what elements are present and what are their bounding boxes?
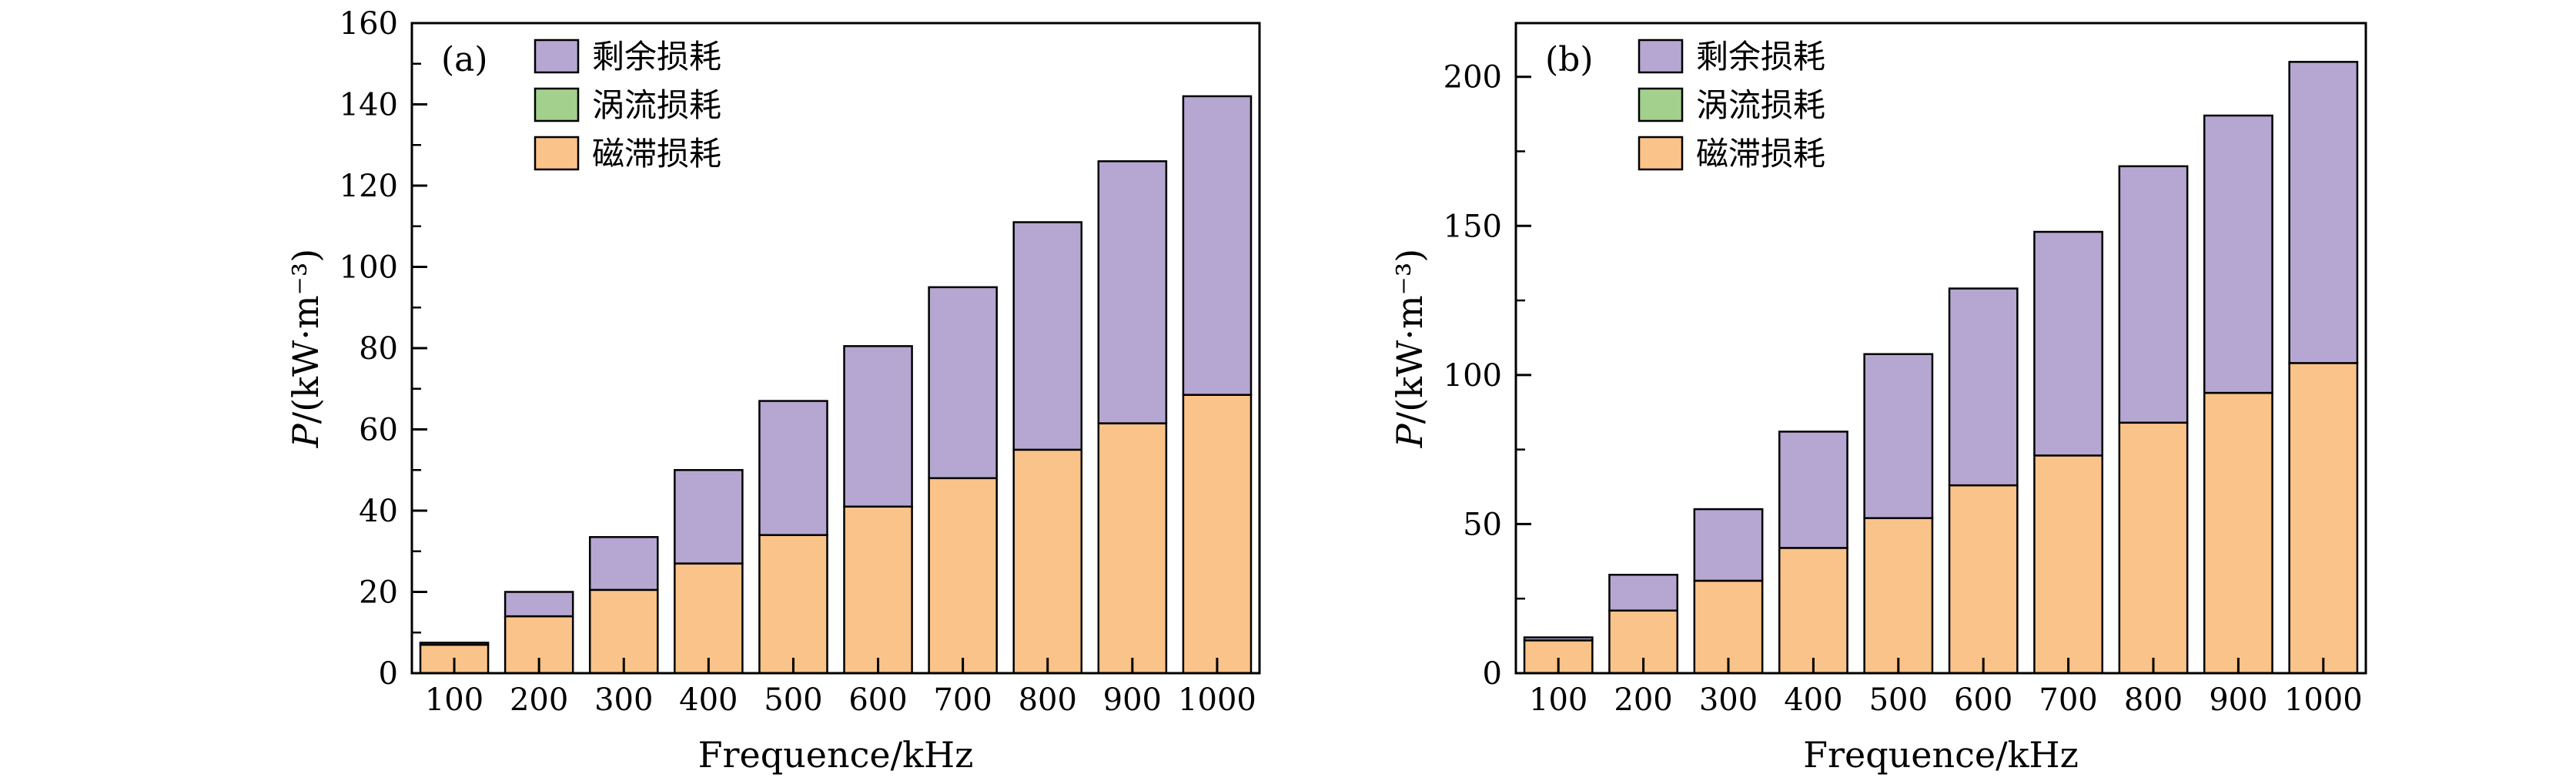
- bar-segment: [1863, 353, 1934, 519]
- bar-segment: [1012, 448, 1083, 675]
- y-tick-label: 120: [340, 169, 398, 204]
- bar-segment: [1097, 422, 1168, 675]
- y-tick-label: 50: [1463, 507, 1502, 542]
- bar-segment: [2203, 114, 2273, 394]
- x-tick-label: 500: [1869, 682, 1928, 718]
- x-tick-label: 100: [425, 682, 483, 718]
- bar-segment: [2033, 230, 2104, 457]
- bar-segment: [1778, 431, 1848, 549]
- legend-swatch: [534, 87, 580, 122]
- x-axis-title: Frequence/kHz: [1803, 734, 2079, 776]
- x-tick-label: 1000: [1178, 682, 1256, 718]
- bar-segment: [843, 505, 913, 675]
- bar-segment: [758, 400, 828, 536]
- x-tick-label: 700: [2039, 682, 2097, 718]
- x-tick-label: 200: [510, 682, 568, 718]
- panel-label: (b): [1545, 40, 1594, 79]
- bar-segment: [1523, 636, 1594, 642]
- x-tick-label: 900: [2209, 682, 2267, 718]
- stacked-bar-chart-a: 0 20 40 60 80 100 120 140 160 100 200 300 400 500 600 7…: [285, 6, 1261, 776]
- bar-segment: [1863, 517, 1934, 675]
- legend-swatch: [534, 39, 580, 74]
- bar-segment: [843, 345, 913, 508]
- bar-segment: [928, 286, 998, 480]
- bar-segment: [2118, 165, 2189, 424]
- y-tick-label: 140: [340, 88, 398, 123]
- bar-segment: [1608, 573, 1679, 612]
- legend-swatch: [1638, 136, 1684, 171]
- bar-segment: [2118, 421, 2189, 675]
- bar-segment: [674, 469, 744, 565]
- legend-label: 剩余损耗: [1696, 38, 1825, 75]
- legend-swatch: [1638, 87, 1684, 122]
- bar-segment: [1693, 508, 1764, 582]
- legend-label: 剩余损耗: [592, 38, 721, 75]
- x-tick-label: 300: [1699, 682, 1758, 718]
- x-tick-label: 300: [594, 682, 653, 718]
- x-tick-label: 600: [848, 682, 907, 718]
- x-tick-label: 800: [2124, 682, 2183, 718]
- bar-segment: [503, 591, 574, 618]
- y-axis-title: P/(kW·m⁻³): [1389, 249, 1430, 448]
- plot-border: [1514, 22, 2367, 675]
- legend-label: 涡流损耗: [1696, 86, 1825, 124]
- y-tick-label: 100: [1444, 358, 1502, 394]
- bar-segment: [2288, 61, 2359, 364]
- bar-segment: [1182, 394, 1253, 675]
- panel-label: (a): [441, 40, 488, 79]
- bar-segment: [2203, 391, 2273, 675]
- bar-segment: [1693, 579, 1764, 675]
- bar-segment: [419, 642, 490, 646]
- x-tick-label: 500: [764, 682, 822, 718]
- x-tick-label: 800: [1019, 682, 1077, 718]
- x-tick-label: 600: [1954, 682, 2012, 718]
- x-tick-label: 900: [1103, 682, 1162, 718]
- bar-segment: [674, 562, 744, 675]
- x-tick-label: 700: [933, 682, 992, 718]
- x-tick-label: 400: [1784, 682, 1842, 718]
- y-axis-title: P/(kW·m⁻³): [285, 249, 326, 448]
- legend-label: 磁滞损耗: [592, 135, 721, 173]
- y-tick-label: 80: [359, 331, 398, 367]
- bar-segment: [1012, 221, 1083, 451]
- bar-segment: [1948, 287, 2019, 487]
- x-tick-label: 1000: [2284, 682, 2363, 718]
- y-tick-label: 100: [340, 250, 398, 286]
- y-tick-label: 60: [359, 413, 398, 448]
- y-tick-label: 160: [340, 6, 398, 42]
- legend-label: 磁滞损耗: [1696, 135, 1825, 173]
- bar-segment: [758, 534, 828, 675]
- y-tick-label: 150: [1444, 209, 1502, 244]
- bar-segment: [1097, 160, 1168, 424]
- bar-segment: [1778, 547, 1848, 675]
- x-tick-label: 200: [1614, 682, 1672, 718]
- bar-segment: [1948, 484, 2019, 675]
- y-tick-label: 20: [359, 575, 398, 611]
- x-tick-label: 100: [1529, 682, 1587, 718]
- y-tick-label: 40: [359, 494, 398, 529]
- y-tick-label: 0: [1483, 656, 1502, 692]
- bar-segment: [1182, 95, 1253, 396]
- x-tick-label: 400: [679, 682, 738, 718]
- bar-segment: [2288, 362, 2359, 675]
- stacked-bar-chart-b: 0 50 100 150 200 100 200 300 400 500 600 700 800 900 1…: [1389, 22, 2367, 776]
- x-axis-title: Frequence/kHz: [698, 734, 974, 776]
- legend-swatch: [1638, 39, 1684, 74]
- bar-segment: [928, 477, 998, 675]
- y-tick-label: 200: [1444, 60, 1502, 96]
- y-tick-label: 0: [379, 656, 398, 692]
- legend-swatch: [534, 136, 580, 171]
- legend-label: 涡流损耗: [592, 86, 721, 124]
- bar-segment: [2033, 454, 2104, 675]
- bar-segment: [588, 536, 659, 592]
